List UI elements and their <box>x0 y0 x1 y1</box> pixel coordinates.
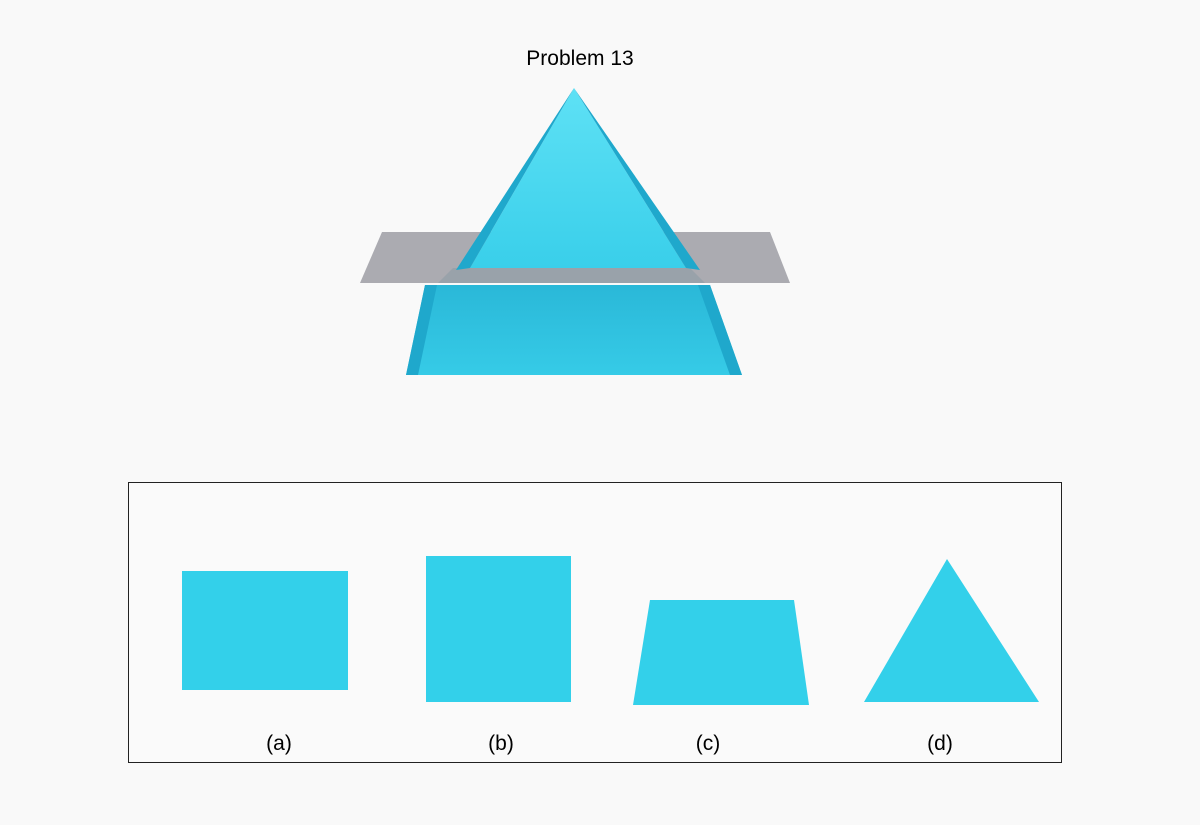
option-b-square-shape <box>426 556 571 702</box>
option-c-label: (c) <box>695 732 721 755</box>
option-d-triangle-shape <box>864 559 1039 702</box>
problem-title: Problem 13 <box>526 47 634 70</box>
option-a-rectangle-shape <box>182 571 348 690</box>
option-c-trapezoid-shape <box>633 600 809 705</box>
option-d-label: (d) <box>927 732 953 755</box>
option-b-label: (b) <box>488 732 514 755</box>
pyramid-lower-left-edge <box>406 285 437 375</box>
answer-options-panel: (a) (b) (c) (d) <box>128 482 1062 763</box>
pyramid-upper-right-face <box>574 88 700 270</box>
option-b[interactable]: (b) <box>391 483 611 762</box>
option-c[interactable]: (c) <box>598 483 818 762</box>
pyramid-plane-figure <box>360 88 790 375</box>
pyramid-lower-section <box>406 285 742 375</box>
pyramid-through-plane <box>438 268 705 283</box>
option-a[interactable]: (a) <box>169 483 389 762</box>
pyramid-upper-left-face <box>456 88 574 270</box>
pyramid-upper-section <box>470 88 686 268</box>
option-d[interactable]: (d) <box>830 483 1050 762</box>
pyramid-lower-right-edge <box>698 285 742 375</box>
option-a-label: (a) <box>266 732 292 755</box>
